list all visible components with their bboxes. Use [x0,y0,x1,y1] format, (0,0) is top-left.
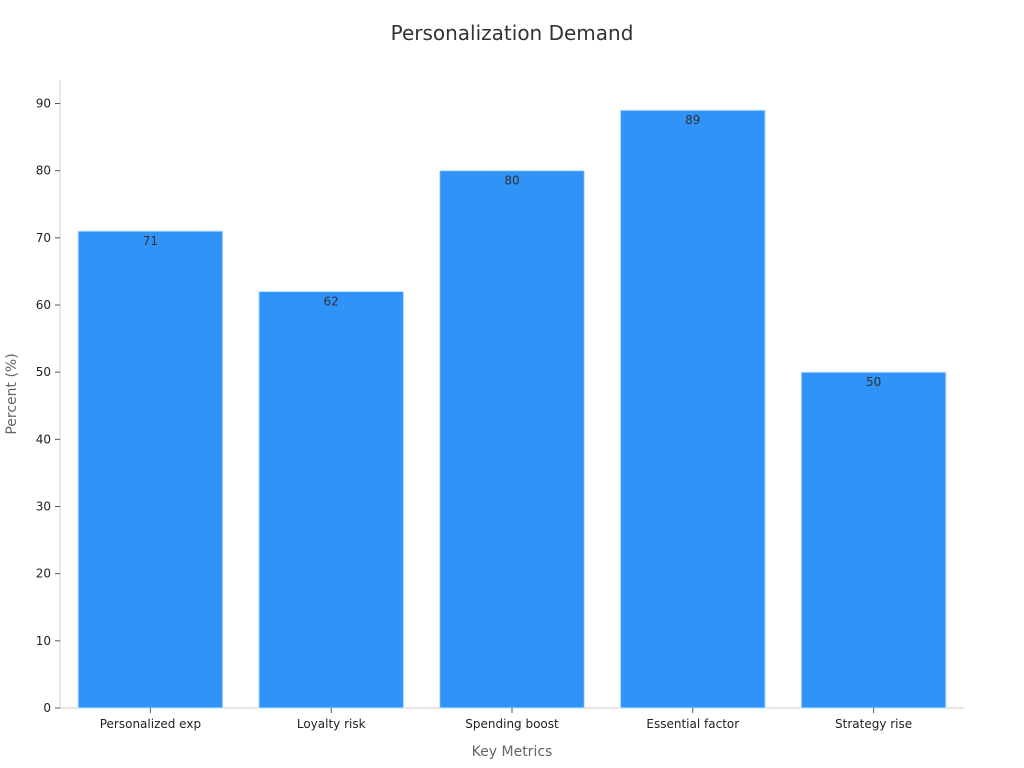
x-ticks-group: Personalized exp Loyalty risk Spending boo… [100,708,912,731]
y-tick-label-8: 80 [36,164,51,178]
y-tick-label-1: 10 [36,634,51,648]
y-tick-label-5: 50 [36,365,51,379]
y-tick-label-0: 0 [43,701,51,715]
y-axis-label: Percent (%) [4,353,20,434]
x-tick-label-2: Spending boost [465,717,559,731]
data-label-0: 71 [143,234,158,248]
y-tick-label-7: 70 [36,231,51,245]
y-tick-label-2: 20 [36,567,51,581]
y-tick-label-3: 30 [36,500,51,514]
bar-4 [800,371,947,709]
data-label-4: 50 [866,375,881,389]
y-tick-label-6: 60 [36,298,51,312]
x-tick-label-1: Loyalty risk [297,717,366,731]
x-axis-label: Key Metrics [472,744,553,760]
bar-2 [439,170,585,709]
bar-3 [619,109,766,709]
data-label-1: 62 [324,295,339,309]
y-tick-label-4: 40 [36,432,51,446]
bar-1 [258,291,405,709]
data-label-2: 80 [504,174,519,188]
data-label-3: 89 [685,113,700,127]
y-tick-label-9: 90 [36,97,51,111]
x-tick-label-3: Essential factor [646,717,739,731]
bar-0 [77,230,224,709]
chart-title: Personalization Demand [391,21,634,45]
x-tick-label-0: Personalized exp [100,717,201,731]
y-ticks-group: 0 10 20 30 40 50 60 70 80 90 [36,97,60,715]
bars-group [77,109,947,709]
data-labels-group: 71 62 80 89 50 [143,113,881,389]
x-tick-label-4: Strategy rise [835,717,912,731]
